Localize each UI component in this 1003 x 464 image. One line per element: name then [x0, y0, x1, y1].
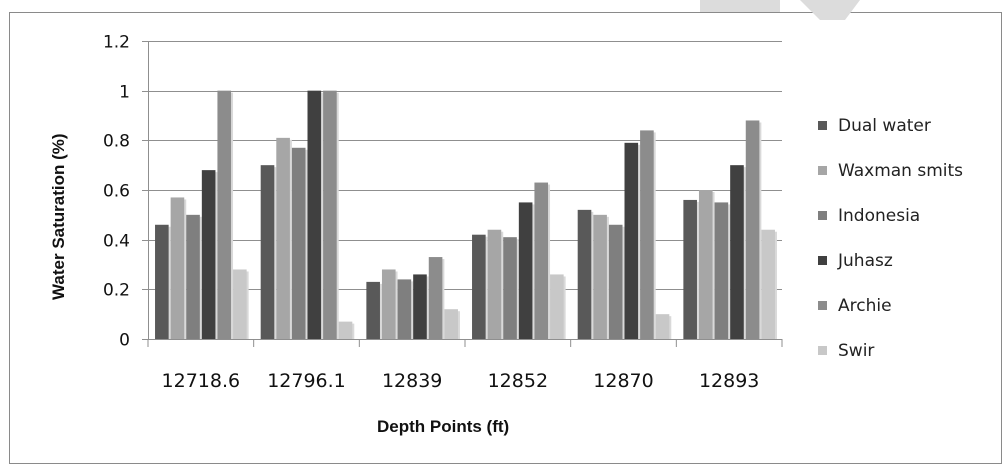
bar — [503, 237, 517, 339]
x-category-label: 12893 — [699, 370, 759, 392]
bar — [730, 165, 744, 339]
bar — [323, 90, 337, 340]
bar — [745, 120, 760, 339]
legend-label: Dual water — [838, 116, 931, 136]
top-decoration-left — [700, 0, 780, 12]
bar — [397, 279, 412, 339]
x-category-label: 12718.6 — [162, 370, 241, 392]
x-category-label: 12852 — [488, 370, 548, 392]
bar — [381, 269, 396, 339]
bar — [413, 274, 427, 339]
y-tick-labels: 0 0.2 0.4 0.6 0.8 1 1.2 — [103, 33, 130, 351]
bar — [170, 197, 185, 339]
y-tick-label: 0.6 — [103, 182, 130, 202]
bar — [593, 214, 607, 339]
bar — [260, 165, 275, 339]
axes — [142, 41, 783, 347]
bar — [155, 224, 169, 339]
legend-label: Swir — [838, 341, 874, 361]
bar — [428, 257, 443, 339]
legend-swatch — [818, 121, 827, 130]
bar — [338, 321, 353, 339]
bar — [550, 274, 564, 339]
bar — [655, 314, 670, 339]
legend-swatch — [818, 211, 827, 220]
y-tick-label: 1 — [119, 83, 130, 103]
legend-label: Indonesia — [838, 206, 920, 226]
top-decoration-right — [800, 0, 860, 20]
x-category-label: 12870 — [593, 370, 653, 392]
bar — [683, 199, 697, 339]
bar — [624, 142, 639, 339]
legend-label: Waxman smits — [838, 161, 963, 181]
bar — [201, 170, 216, 339]
y-axis-title: Water Saturation (%) — [49, 133, 68, 300]
bar — [714, 202, 729, 339]
bar — [444, 309, 458, 339]
x-category-labels: 12718.6 12796.1 12839 12852 12870 12893 — [162, 370, 760, 392]
y-tick-label: 0 — [119, 331, 130, 351]
y-tick-label: 0.2 — [103, 281, 130, 301]
legend: Dual water Waxman smits Indonesia Juhasz Arc… — [818, 116, 963, 361]
y-tick-label: 0.8 — [103, 132, 130, 152]
legend-label: Juhasz — [837, 251, 893, 271]
x-category-label: 12796.1 — [267, 370, 346, 392]
bar — [217, 90, 232, 340]
bar — [366, 281, 380, 339]
y-tick-label: 0.4 — [103, 232, 130, 252]
legend-swatch — [818, 301, 827, 310]
bar — [307, 90, 322, 340]
legend-label: Archie — [838, 296, 892, 316]
legend-swatch — [818, 256, 827, 265]
bar — [233, 269, 247, 339]
bar — [518, 202, 533, 339]
bar — [276, 137, 290, 339]
bar — [487, 229, 502, 339]
bar — [291, 147, 306, 339]
bar — [761, 229, 775, 339]
bar — [472, 234, 486, 339]
bar — [577, 209, 592, 339]
bar — [698, 190, 713, 339]
bar — [640, 130, 654, 339]
bars — [155, 90, 777, 340]
bar — [608, 224, 623, 339]
legend-swatch — [818, 346, 827, 355]
y-tick-label: 1.2 — [103, 33, 130, 53]
legend-swatch — [818, 166, 827, 175]
bar — [186, 214, 200, 339]
bar — [534, 182, 549, 339]
x-axis-title: Depth Points (ft) — [377, 417, 509, 436]
x-category-label: 12839 — [382, 370, 442, 392]
